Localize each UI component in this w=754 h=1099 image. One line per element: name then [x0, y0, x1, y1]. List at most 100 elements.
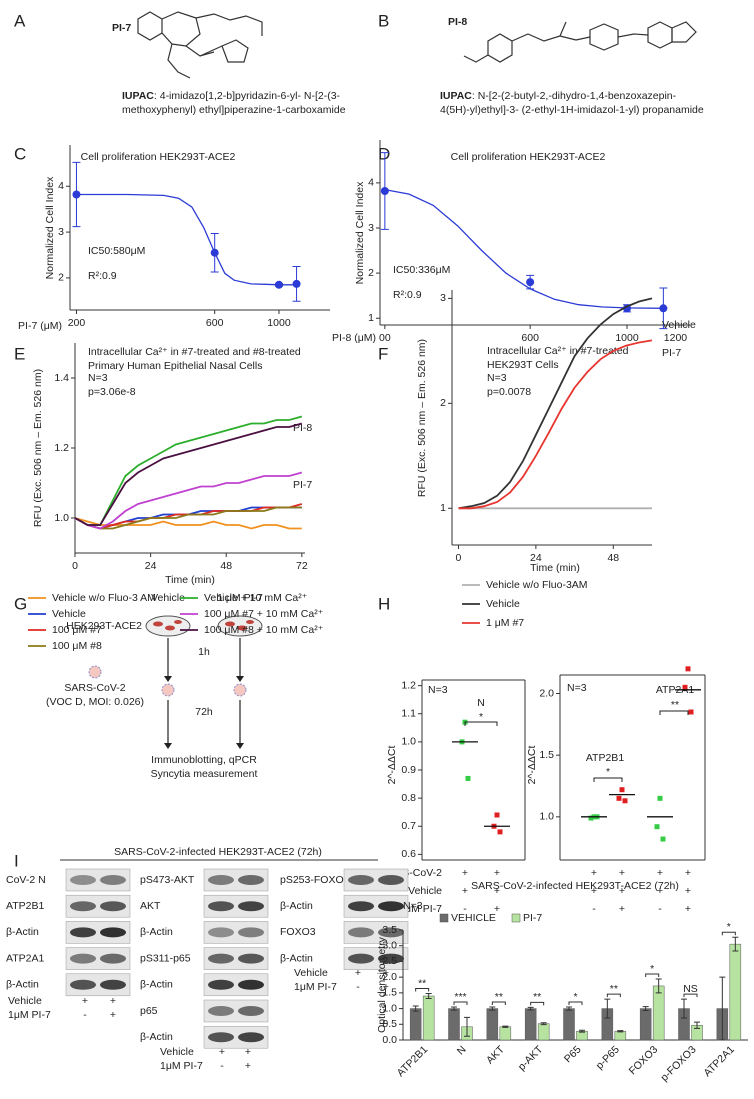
error-bar [527, 1006, 534, 1011]
significance: ** [495, 991, 503, 1003]
legend-label: Vehicle [52, 608, 86, 620]
annotation: R²:0.9 [88, 270, 117, 282]
significance: ** [533, 991, 541, 1003]
y-tick-label: 2.0 [382, 971, 397, 983]
treatment-label: Vehicle [160, 1046, 194, 1058]
x-axis-label: Time (min) [165, 574, 215, 586]
condition-sign: + [685, 885, 691, 897]
y-tick-label: 1.4 [54, 372, 69, 384]
y-tick-label: 1.0 [54, 512, 69, 524]
iupac: IUPAC: 4-imidazo[1,2-b]pyridazin-6-yl- N… [122, 90, 341, 102]
line-series [74, 422, 303, 526]
y-tick-label: 1.2 [401, 679, 416, 691]
significance-bracket [683, 993, 698, 998]
readout: Immunoblotting, qPCR [151, 754, 257, 766]
significance: * [573, 991, 577, 1003]
structure-pi8 [463, 21, 697, 63]
bar [486, 1008, 499, 1041]
condition-sign: + [462, 867, 468, 879]
blot-label: AKT [140, 900, 161, 912]
treatment-sign: + [82, 995, 88, 1007]
fit-curve [384, 188, 664, 309]
annotation: PI-7 [662, 347, 681, 359]
bar [639, 1008, 652, 1041]
x-tick-label: 72 [296, 560, 308, 572]
legend-label: Vehicle w/o Fluo-3 AM [52, 592, 156, 604]
iupac-label: IUPAC [440, 90, 472, 102]
blot-label: FOXO3 [280, 926, 316, 938]
annotation: ** [671, 699, 679, 711]
blot-band [70, 901, 96, 912]
y-tick-label: 1.5 [539, 749, 554, 761]
blot-label: ATP2B1 [6, 900, 44, 912]
annotation: N=3 [428, 684, 448, 696]
y-tick-label: 2 [368, 267, 374, 279]
y-axis-label: Normalized Cell Index [44, 176, 56, 279]
cell-line: HEK293T-ACE2 [66, 620, 142, 632]
significance-bracket [593, 777, 623, 782]
blot-band [348, 875, 374, 885]
data-point [657, 795, 663, 801]
legend-label: 100 μM #8 + 10 mM Ca²⁺ [204, 624, 324, 636]
blot-label: p65 [140, 1005, 158, 1017]
data-point [622, 798, 628, 804]
y-tick-label: 1.2 [54, 442, 69, 454]
error-bar [579, 1029, 585, 1033]
x-tick-label: 1200 [664, 332, 688, 344]
condition-sign: + [591, 885, 597, 897]
blot-label: β-Actin [280, 900, 313, 912]
step: 1h [198, 646, 210, 658]
bar [563, 1008, 575, 1041]
x-tick-label: 1000 [267, 317, 291, 329]
bar [499, 1026, 512, 1041]
y-tick-label: 0.7 [401, 820, 416, 832]
blot-lane [343, 868, 409, 892]
treatment-label: 1μM PI-7 [160, 1060, 203, 1072]
error-bar [642, 1006, 649, 1011]
bar [729, 943, 742, 1041]
blot-label: β-Actin [6, 979, 39, 991]
blot-label: β-Actin [140, 926, 173, 938]
line-series [74, 471, 303, 530]
error-bar [732, 936, 739, 952]
blot-label: β-Actin [6, 926, 39, 938]
x-tick-label: 48 [220, 560, 232, 572]
panel-label: F [378, 344, 388, 363]
error-bar [604, 998, 611, 1019]
condition-sign: + [494, 885, 500, 897]
legend-swatch [439, 913, 449, 923]
significance: * [650, 963, 654, 975]
y-tick-label: 0.8 [401, 792, 416, 804]
x-tick-label: 200 [68, 317, 86, 329]
y-tick-label: 3 [440, 292, 446, 304]
iupac-text: : N-[2-(2-butyl-2,-dihydro-1,4-benzoxaze… [472, 90, 677, 102]
blot-lane [203, 894, 269, 918]
y-axis-label: 2^-ΔΔCt [526, 746, 538, 785]
blot-band [238, 979, 264, 990]
condition-sign: + [685, 867, 691, 879]
x-tick-label: 48 [607, 552, 619, 564]
step: 72h [195, 706, 213, 718]
blot-lane [203, 868, 269, 892]
significance-bracket [659, 710, 689, 715]
condition-sign: + [494, 903, 500, 915]
x-tick-label: 24 [530, 552, 542, 564]
y-axis-label: 2^-ΔΔCt [386, 746, 398, 785]
treatment-sign: + [355, 967, 361, 979]
annotation: N=3 [567, 682, 587, 694]
data-point [660, 836, 666, 842]
x-axis-label: Time (min) [530, 562, 580, 574]
x-tick-label: 600 [206, 317, 224, 329]
y-tick-label: 2.0 [539, 687, 554, 699]
y-axis-label: Optical densitometry [376, 936, 388, 1032]
x-tick-label: P65 [562, 1043, 584, 1065]
error-bar [719, 976, 726, 1041]
bar [448, 1008, 460, 1041]
compound-name: PI-7 [112, 22, 131, 34]
y-tick-label: 3.5 [382, 924, 397, 936]
x-tick-label: 24 [145, 560, 157, 572]
condition-sign: + [619, 867, 625, 879]
treatment-sign: - [220, 1060, 224, 1072]
panel-label: H [378, 594, 390, 613]
blot-band [70, 927, 96, 938]
